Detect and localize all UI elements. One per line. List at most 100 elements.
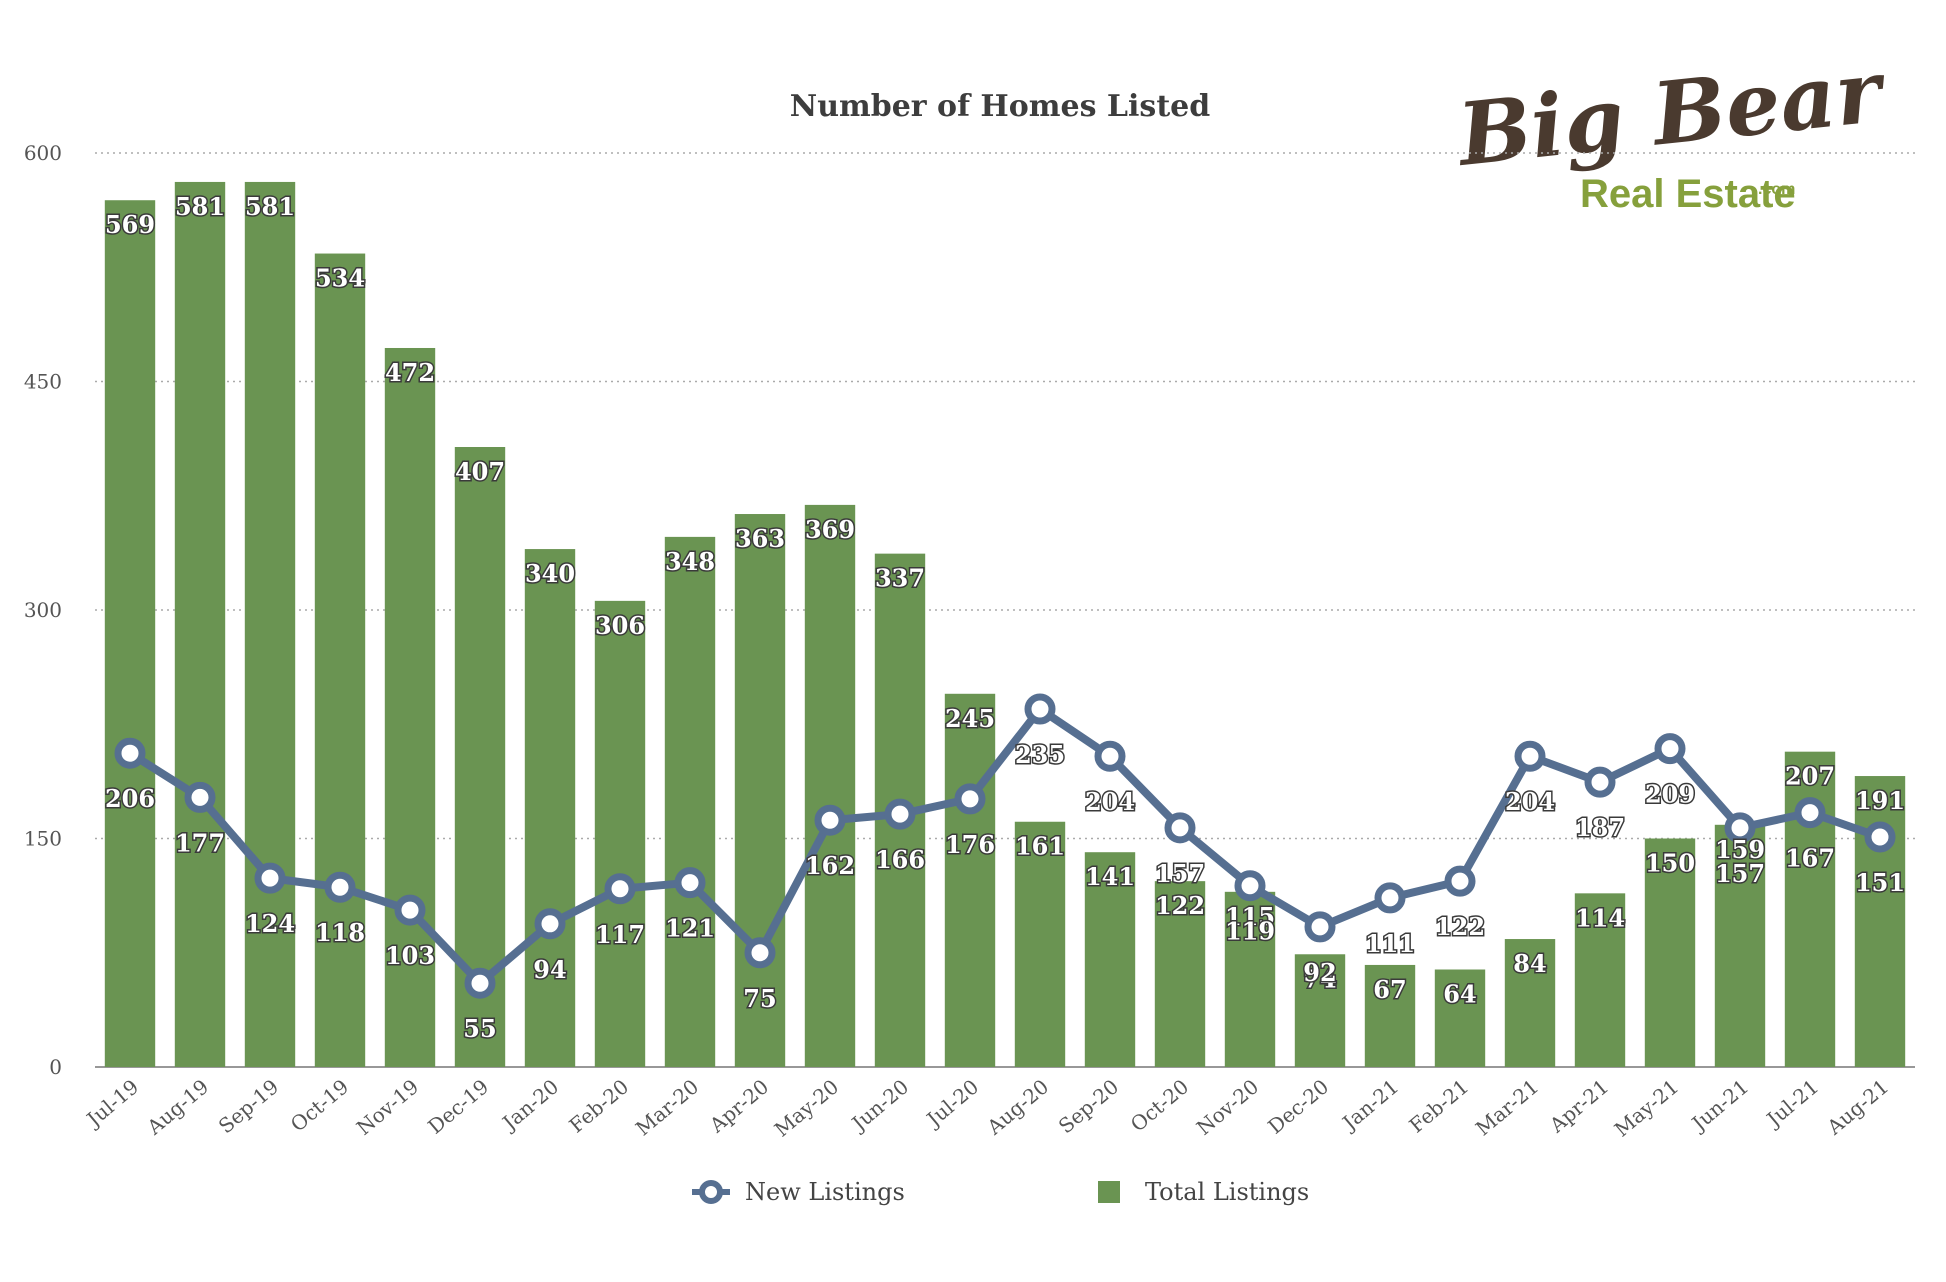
bar <box>1854 776 1906 1067</box>
bar-value-label: 150 <box>1645 849 1695 878</box>
line-value-label: 204 <box>1505 787 1555 816</box>
legend-total-listings-label: Total Listings <box>1145 1178 1309 1206</box>
line-point <box>184 781 216 813</box>
line-point <box>814 804 846 836</box>
line-value-label: 119 <box>1225 917 1275 946</box>
line-point <box>394 894 426 926</box>
line-value-label: 162 <box>805 851 855 880</box>
bar-value-label: 114 <box>1575 903 1625 932</box>
bar <box>664 536 716 1067</box>
x-tick-label: Mar-21 <box>1471 1074 1543 1140</box>
x-tick-label: Jan-21 <box>1336 1074 1403 1135</box>
x-tick-label: Nov-19 <box>352 1074 423 1139</box>
line-value-label: 103 <box>385 941 435 970</box>
x-tick-label: Jun-20 <box>846 1074 914 1136</box>
line-point <box>1864 821 1896 853</box>
line-value-label: 117 <box>595 920 645 949</box>
line-value-label: 206 <box>105 784 155 813</box>
bar <box>1014 821 1066 1067</box>
line-point <box>114 737 146 769</box>
line-value-label: 111 <box>1365 929 1415 958</box>
line-point <box>1094 740 1126 772</box>
bar-value-label: 245 <box>945 704 995 733</box>
line-point <box>604 873 636 905</box>
legend-new-listings: New Listings <box>692 1178 905 1206</box>
line-point <box>1024 693 1056 725</box>
line-value-label: 177 <box>175 828 225 857</box>
line-value-label: 151 <box>1855 868 1905 897</box>
bar-value-label: 306 <box>595 611 645 640</box>
bar-labels: 569 581 581 534 472 407 340 306 348 363 369 337 245 1… <box>103 190 1906 1010</box>
bar <box>734 514 786 1067</box>
chart-title: Number of Homes Listed <box>790 89 1210 124</box>
x-tick-label: Dec-20 <box>1263 1074 1333 1138</box>
logo-line1: Big Bear <box>1451 41 1892 187</box>
bar <box>384 347 436 1067</box>
bar-value-label: 340 <box>525 559 575 588</box>
line-point <box>1374 882 1406 914</box>
bar <box>244 181 296 1067</box>
x-tick-label: Dec-19 <box>423 1074 493 1138</box>
x-tick-label: Apr-20 <box>704 1074 773 1137</box>
bar <box>1224 891 1276 1067</box>
bar-value-label: 161 <box>1015 832 1065 861</box>
logo-line2: Real Estate <box>1580 172 1796 216</box>
bar-value-label: 569 <box>105 210 155 239</box>
x-tick-label: Jul-19 <box>81 1074 144 1132</box>
x-tick-label: May-20 <box>770 1074 844 1141</box>
line-point <box>884 798 916 830</box>
bar <box>104 200 156 1067</box>
bar <box>1714 824 1766 1067</box>
bar <box>944 693 996 1067</box>
y-tick-label: 0 <box>49 1055 62 1079</box>
line-point <box>1514 740 1546 772</box>
x-tick-label: Jan-20 <box>496 1074 563 1135</box>
bar <box>174 181 226 1067</box>
bar-value-label: 337 <box>875 564 925 593</box>
bar-value-label: 84 <box>1513 949 1546 978</box>
x-tick-label: Jul-20 <box>921 1074 984 1132</box>
line-value-label: 204 <box>1085 787 1135 816</box>
line-value-label: 166 <box>875 845 925 874</box>
line-point <box>1304 911 1336 943</box>
line-value-label: 187 <box>1575 813 1625 842</box>
line-point <box>464 967 496 999</box>
line-value-label: 124 <box>245 909 295 938</box>
bar <box>1574 893 1626 1067</box>
x-tick-label: Mar-20 <box>631 1074 703 1140</box>
legend: New Listings Total Listings <box>692 1178 1309 1206</box>
line-point <box>1794 797 1826 829</box>
line-value-label: 75 <box>743 984 776 1013</box>
line-value-label: 118 <box>315 918 365 947</box>
line-value-label: 92 <box>1303 958 1336 987</box>
bar <box>1364 964 1416 1067</box>
line-point <box>1584 766 1616 798</box>
bar <box>1084 852 1136 1067</box>
line-point <box>1164 812 1196 844</box>
x-tick-label: Jun-21 <box>1686 1074 1754 1136</box>
x-tick-label: Sep-19 <box>214 1074 283 1138</box>
bar <box>594 600 646 1067</box>
line-value-label: 55 <box>463 1014 496 1043</box>
line-value-label: 122 <box>1435 912 1485 941</box>
bar-value-label: 115 <box>1225 902 1275 931</box>
new-listings-line <box>114 693 1896 999</box>
x-tick-label: Feb-20 <box>564 1074 633 1137</box>
line-point <box>954 783 986 815</box>
line-point <box>254 862 286 894</box>
y-tick-label: 600 <box>24 141 62 165</box>
bars <box>104 181 1906 1068</box>
bar-value-label: 369 <box>805 515 855 544</box>
line-point <box>1234 870 1266 902</box>
y-tick-label: 150 <box>24 827 62 851</box>
line-point <box>534 908 566 940</box>
bar <box>524 549 576 1067</box>
line-value-label: 209 <box>1645 780 1695 809</box>
line-value-label: 157 <box>1155 859 1205 888</box>
bar-value-label: 207 <box>1785 762 1835 791</box>
y-tick-label: 300 <box>24 598 62 622</box>
x-tick-label: Feb-21 <box>1404 1074 1473 1137</box>
legend-marker-icon <box>699 1180 723 1204</box>
